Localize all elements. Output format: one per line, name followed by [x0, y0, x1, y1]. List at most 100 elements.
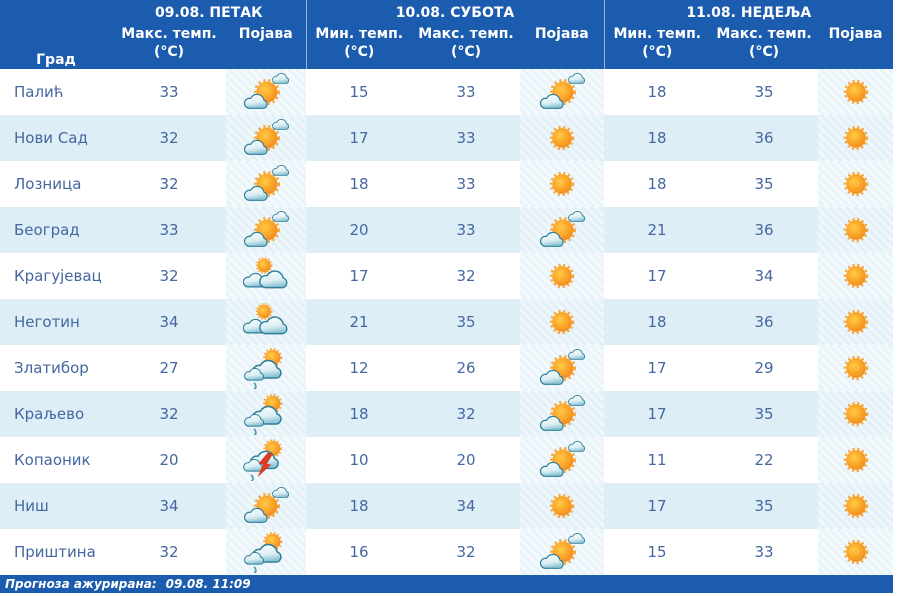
sunny-icon	[833, 255, 879, 297]
sunday-min-temp: 17	[604, 483, 711, 529]
sunny-icon	[833, 531, 879, 573]
saturday-min-temp: 16	[306, 529, 412, 575]
friday-weather-cell	[226, 299, 306, 345]
saturday-weather-cell	[520, 345, 605, 391]
saturday-min-temp: 20	[306, 207, 412, 253]
friday-weather-cell	[226, 207, 306, 253]
sunday-weather-cell	[818, 299, 894, 345]
mostly-cloudy-icon	[243, 301, 289, 343]
sunday-max-temp: 36	[710, 299, 819, 345]
saturday-max-temp: 32	[412, 529, 520, 575]
table-row: Нови Сад 32 17 33 18 36	[0, 115, 894, 161]
friday-weather-cell	[226, 437, 306, 483]
saturday-max-temp-header: Макс. темп. (°C)	[412, 22, 520, 69]
sunday-max-temp: 22	[710, 437, 819, 483]
partly-cloudy-icon	[539, 531, 585, 573]
sunday-max-temp: 35	[710, 391, 819, 437]
city-name: Неготин	[0, 299, 112, 345]
sunday-max-temp: 35	[710, 161, 819, 207]
saturday-max-temp: 32	[412, 391, 520, 437]
saturday-max-temp: 33	[412, 69, 520, 115]
friday-max-temp: 33	[112, 69, 226, 115]
sunday-min-temp: 18	[604, 299, 711, 345]
city-name: Лозница	[0, 161, 112, 207]
partly-cloudy-icon	[539, 209, 585, 251]
friday-max-temp-header: Макс. темп. (°C)	[112, 22, 226, 69]
saturday-min-temp: 21	[306, 299, 412, 345]
light-rain-icon	[243, 347, 289, 389]
saturday-max-temp: 26	[412, 345, 520, 391]
sunday-weather-cell	[818, 115, 894, 161]
friday-max-temp: 33	[112, 207, 226, 253]
sunny-icon	[833, 485, 879, 527]
saturday-max-temp: 20	[412, 437, 520, 483]
saturday-weather-cell	[520, 253, 605, 299]
city-name: Приштина	[0, 529, 112, 575]
sunday-max-temp: 36	[710, 115, 819, 161]
partly-cloudy-icon	[539, 439, 585, 481]
city-name: Београд	[0, 207, 112, 253]
sunday-min-temp: 18	[604, 69, 711, 115]
saturday-weather-cell	[520, 69, 605, 115]
sunny-icon	[833, 393, 879, 435]
sunday-weather-cell	[818, 529, 894, 575]
partly-cloudy-icon	[243, 117, 289, 159]
saturday-min-temp: 17	[306, 253, 412, 299]
friday-max-temp: 34	[112, 483, 226, 529]
friday-max-temp: 32	[112, 391, 226, 437]
sunny-icon	[833, 209, 879, 251]
table-row: Краљево 32 18 32 17 35	[0, 391, 894, 437]
city-column-header: Град	[0, 0, 112, 69]
day-header-sunday: 11.08. НЕДЕЉА	[603, 0, 894, 22]
table-row: Лозница 32 18 33 18 35	[0, 161, 894, 207]
sunday-max-temp: 36	[710, 207, 819, 253]
friday-max-temp: 32	[112, 161, 226, 207]
sunday-weather-cell	[818, 253, 894, 299]
friday-max-temp: 34	[112, 299, 226, 345]
sunday-max-temp: 29	[710, 345, 819, 391]
sunday-max-temp: 35	[710, 69, 819, 115]
partly-cloudy-icon	[243, 71, 289, 113]
sunny-icon	[539, 117, 585, 159]
saturday-min-temp-header: Мин. темп. (°C)	[305, 22, 412, 69]
sunday-weather-cell	[818, 69, 894, 115]
saturday-max-temp: 33	[412, 161, 520, 207]
saturday-weather-cell	[520, 207, 605, 253]
sunday-appearance-header: Појава	[818, 22, 894, 69]
sunny-icon	[833, 439, 879, 481]
forecast-table: Град 09.08. ПЕТАК 10.08. СУБОТА 11.08. Н…	[0, 0, 894, 575]
sunday-min-temp: 17	[604, 391, 711, 437]
saturday-min-temp: 18	[306, 161, 412, 207]
saturday-min-temp: 18	[306, 483, 412, 529]
sunny-icon	[833, 347, 879, 389]
table-row: Палић 33 15 33 18 35	[0, 69, 894, 115]
sunday-min-temp: 15	[604, 529, 711, 575]
sunday-max-temp: 35	[710, 483, 819, 529]
saturday-min-temp: 12	[306, 345, 412, 391]
sunday-weather-cell	[818, 437, 894, 483]
friday-weather-cell	[226, 391, 306, 437]
sunday-weather-cell	[818, 345, 894, 391]
sunny-icon	[833, 71, 879, 113]
friday-appearance-header: Појава	[226, 22, 306, 69]
city-name: Крагујевац	[0, 253, 112, 299]
day-header-saturday: 10.08. СУБОТА	[305, 0, 605, 22]
sunday-weather-cell	[818, 161, 894, 207]
saturday-min-temp: 17	[306, 115, 412, 161]
saturday-max-temp: 34	[412, 483, 520, 529]
friday-weather-cell	[226, 115, 306, 161]
sunday-max-temp: 33	[710, 529, 819, 575]
table-row: Крагујевац 32 17 32 17 34	[0, 253, 894, 299]
forecast-updated-bar: Прогноза ажурирана: 09.08. 11:09	[0, 575, 893, 593]
sunday-weather-cell	[818, 483, 894, 529]
sunday-min-temp: 18	[604, 115, 711, 161]
mostly-cloudy-icon	[243, 255, 289, 297]
light-rain-icon	[243, 531, 289, 573]
saturday-appearance-header: Појава	[520, 22, 605, 69]
sunday-min-temp: 21	[604, 207, 711, 253]
partly-cloudy-icon	[243, 163, 289, 205]
saturday-min-temp: 15	[306, 69, 412, 115]
sunday-min-temp: 18	[604, 161, 711, 207]
light-rain-icon	[243, 393, 289, 435]
